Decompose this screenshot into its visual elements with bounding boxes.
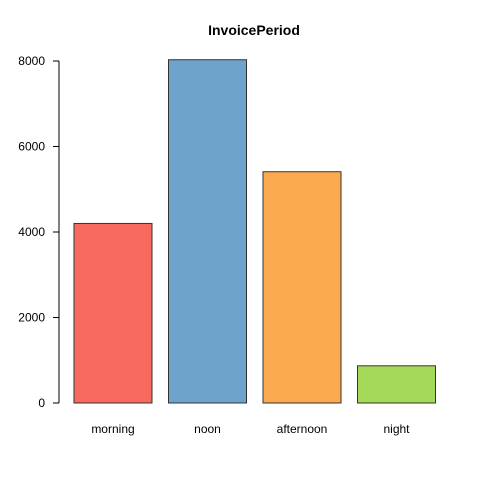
bar-afternoon — [262, 171, 342, 404]
x-axis-labels: morning noon afternoon night — [91, 422, 410, 436]
bar-night — [357, 365, 436, 404]
y-axis: 0 2000 4000 6000 8000 — [18, 54, 60, 410]
bar-noon — [168, 59, 247, 404]
x-tick-label-noon: noon — [194, 422, 221, 436]
bars-group — [73, 59, 436, 404]
x-tick-label-night: night — [383, 422, 410, 436]
y-tick-label: 6000 — [18, 140, 45, 154]
chart-title: InvoicePeriod — [208, 22, 300, 38]
y-tick-label: 2000 — [18, 311, 45, 325]
bar-morning — [73, 222, 153, 404]
x-tick-label-afternoon: afternoon — [277, 422, 328, 436]
y-tick-label: 0 — [38, 396, 45, 410]
y-tick-label: 8000 — [18, 54, 45, 68]
x-tick-label-morning: morning — [91, 422, 134, 436]
y-tick-label: 4000 — [18, 225, 45, 239]
